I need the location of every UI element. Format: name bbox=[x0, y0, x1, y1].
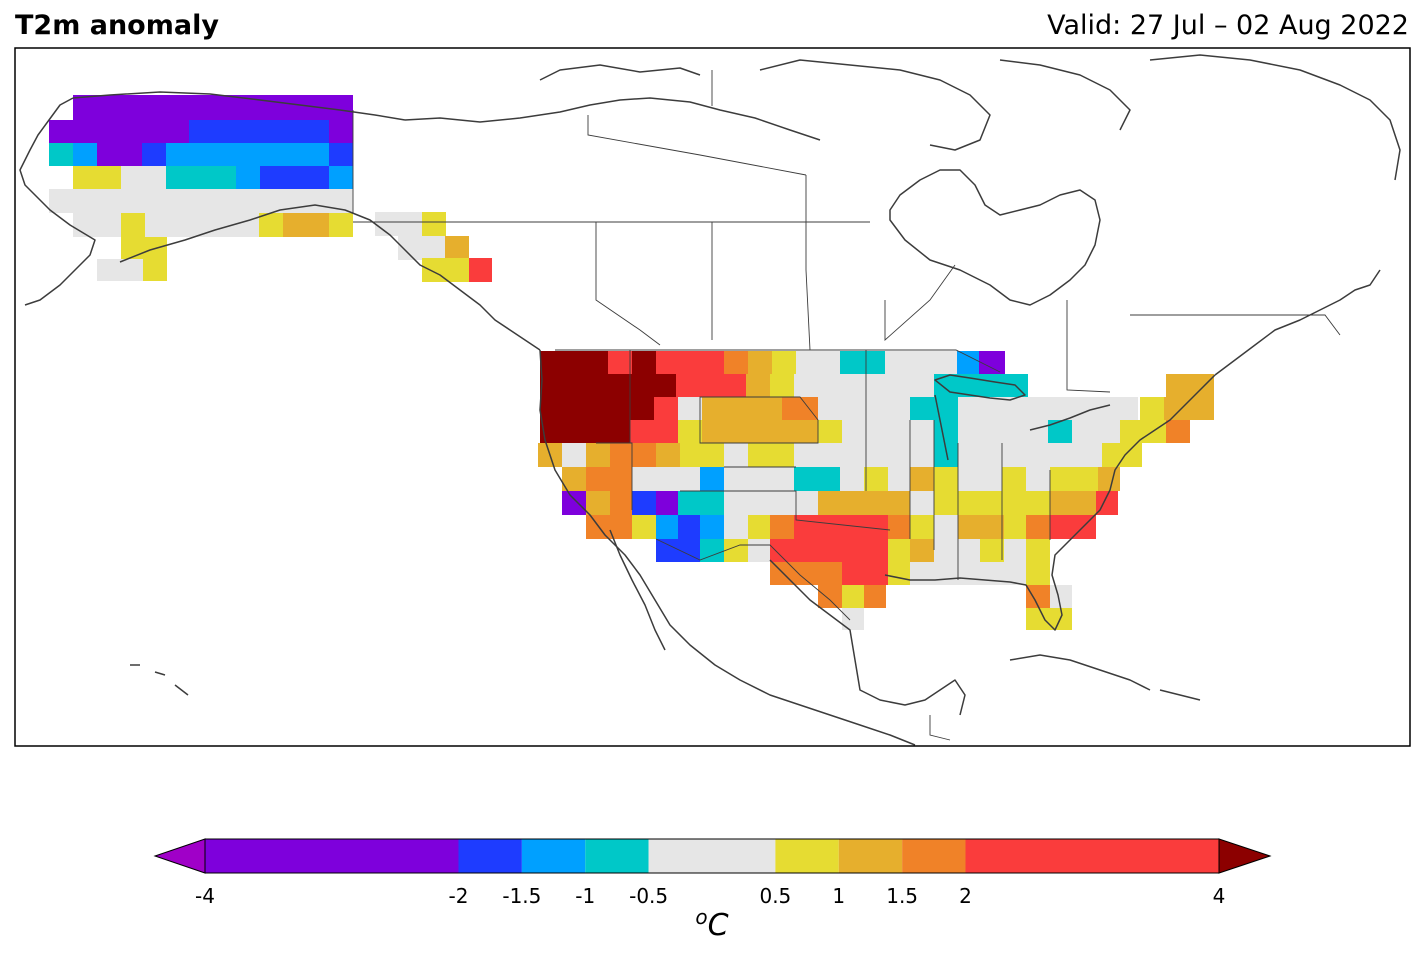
colorbar-tick-label: 2 bbox=[959, 884, 972, 908]
colorbar-bin bbox=[648, 839, 776, 873]
colorbar-bin bbox=[902, 839, 966, 873]
colorbar-bin bbox=[585, 839, 649, 873]
colorbar-tick-label: -1.5 bbox=[502, 884, 542, 908]
colorbar-bin bbox=[775, 839, 839, 873]
colorbar-bin bbox=[521, 839, 586, 873]
colorbar-bin bbox=[965, 839, 1219, 873]
colorbar bbox=[153, 838, 1272, 874]
colorbar-bin bbox=[458, 839, 522, 873]
colorbar-tick-label: 1.5 bbox=[886, 884, 919, 908]
political-borders bbox=[352, 70, 1341, 741]
colorbar-unit-label: oC bbox=[695, 905, 729, 943]
colorbar-tick-label: -2 bbox=[448, 884, 469, 908]
anomaly-map bbox=[14, 47, 1411, 747]
anomaly-grid bbox=[49, 95, 1214, 630]
coastlines-and-borders bbox=[19, 54, 1401, 746]
colorbar-tick-label: -4 bbox=[195, 884, 215, 908]
colorbar-tick-label: -0.5 bbox=[629, 884, 669, 908]
colorbar-tick-label: 0.5 bbox=[759, 884, 792, 908]
map-frame bbox=[14, 47, 1411, 747]
colorbar-bin bbox=[205, 839, 459, 873]
colorbar-tick-label: 1 bbox=[832, 884, 846, 908]
colorbar-over-arrow bbox=[1218, 838, 1272, 874]
colorbar-under-arrow bbox=[153, 838, 206, 874]
valid-date: Valid: 27 Jul – 02 Aug 2022 bbox=[1047, 10, 1409, 41]
colorbar-tick-label: -1 bbox=[575, 884, 596, 908]
colorbar-outline bbox=[204, 838, 1220, 874]
colorbar-bins bbox=[205, 839, 1219, 873]
colorbar-bin bbox=[838, 839, 903, 873]
map-title: T2m anomaly bbox=[15, 10, 219, 41]
colorbar-tick-label: 4 bbox=[1212, 884, 1226, 908]
